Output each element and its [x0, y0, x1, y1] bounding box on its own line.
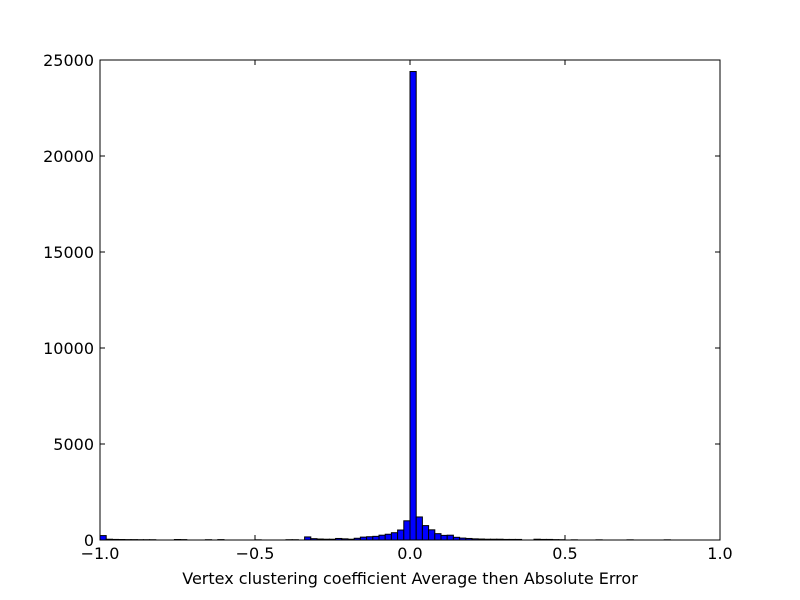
- histogram-bar: [434, 533, 442, 541]
- histogram-bar: [378, 534, 386, 541]
- histogram-bar: [403, 520, 411, 541]
- axis-ticks: [99, 59, 721, 541]
- histogram-bar: [409, 71, 417, 541]
- x-tick-label: 0.5: [552, 544, 577, 563]
- y-tick-label: 20000: [43, 147, 94, 166]
- y-tick-label: 25000: [43, 51, 94, 70]
- y-tick-label: 5000: [53, 435, 94, 454]
- x-tick-label: 0.0: [397, 544, 422, 563]
- y-tick-label: 0: [84, 531, 94, 550]
- x-tick-label: −1.0: [81, 544, 120, 563]
- histogram-bar: [440, 534, 448, 541]
- y-tick-label: 15000: [43, 243, 94, 262]
- histogram-bar: [421, 525, 430, 541]
- histogram-bar: [99, 535, 107, 541]
- histogram-bar: [446, 534, 454, 541]
- histogram-bar: [415, 516, 423, 541]
- y-tick-label: 10000: [43, 339, 94, 358]
- histogram-bar: [390, 532, 399, 541]
- histogram-bar: [397, 529, 405, 541]
- histogram-bars: [99, 71, 671, 541]
- x-tick-label: −0.5: [236, 544, 275, 563]
- axis-tick-labels: −1.0 −0.5 0.0 0.5 1.0 0 5000 10000 15000 20000 250…: [43, 51, 733, 563]
- x-axis-label: Vertex clustering coefficient Average th…: [182, 569, 638, 588]
- x-tick-label: 1.0: [707, 544, 732, 563]
- histogram-bar: [372, 535, 380, 541]
- histogram-bar: [384, 533, 392, 541]
- histogram-bar: [428, 529, 436, 541]
